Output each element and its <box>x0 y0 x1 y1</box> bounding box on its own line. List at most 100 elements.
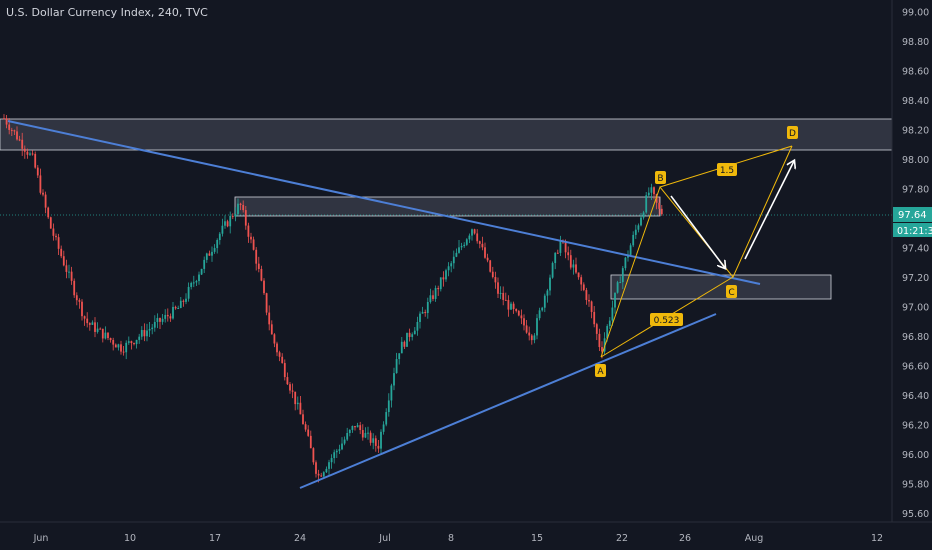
candle-body <box>395 359 398 374</box>
candle-body <box>221 225 224 234</box>
ascending-trendline[interactable] <box>299 313 717 489</box>
ratio-label-bd-text: 1.5 <box>720 166 734 176</box>
candle-body <box>380 431 382 449</box>
candle-body <box>642 212 645 218</box>
support-zone[interactable] <box>610 274 832 300</box>
candle-body <box>192 282 195 284</box>
candle-body <box>543 295 546 308</box>
candle-body <box>632 234 635 246</box>
candle-body <box>361 430 364 438</box>
candle-body <box>400 341 403 354</box>
candle-body <box>528 332 531 336</box>
candle-body <box>424 312 427 314</box>
candle-body <box>442 277 445 280</box>
candle-body <box>536 318 538 336</box>
candle-body <box>590 301 593 312</box>
price-axis[interactable]: 99.0098.8098.6098.4098.2098.0097.8097.60… <box>902 8 929 521</box>
candle-body <box>608 320 611 327</box>
candle-body <box>34 153 37 168</box>
candle-body <box>406 332 408 347</box>
candle-body <box>559 240 562 253</box>
candle-body <box>47 207 50 218</box>
candle-body <box>554 252 557 264</box>
candle-body <box>601 347 603 352</box>
candle-body <box>146 330 148 337</box>
candle-body <box>172 306 174 319</box>
candle-body <box>107 332 109 339</box>
countdown-value: 01:21:36 <box>897 226 932 237</box>
candle-body <box>650 187 653 193</box>
resistance-zone-middle[interactable] <box>234 196 661 217</box>
candle-body <box>403 341 406 347</box>
candle-body <box>398 353 401 360</box>
ratio-label-bd[interactable]: 1.5 <box>717 163 737 176</box>
candle-body <box>91 322 94 325</box>
candle-body <box>502 292 505 300</box>
time-tick-label: 24 <box>294 533 306 544</box>
price-tick-label: 98.00 <box>902 155 929 166</box>
candle-body <box>572 264 575 268</box>
candle-body <box>239 203 242 205</box>
projection-arrow-down[interactable] <box>670 195 725 268</box>
candle-body <box>104 332 107 339</box>
candle-body <box>117 344 120 348</box>
candle-body <box>512 303 515 310</box>
candle-body <box>62 256 65 266</box>
candle-body <box>317 473 320 476</box>
candle-body <box>265 293 268 313</box>
pattern-point-a[interactable]: A <box>595 364 606 377</box>
candle-body <box>68 271 70 273</box>
candle-body <box>114 344 117 348</box>
candle-body <box>75 295 78 301</box>
candle-body <box>138 336 141 340</box>
candle-body <box>31 153 34 155</box>
candle-body <box>624 257 627 269</box>
candle-body <box>88 323 91 325</box>
time-tick-label: 15 <box>531 533 543 544</box>
candle-body <box>434 288 437 299</box>
candle-body <box>476 233 479 242</box>
candle-body <box>190 282 193 287</box>
descending-trendline[interactable] <box>7 120 761 285</box>
candle-body <box>169 316 172 319</box>
candle-body <box>187 286 190 299</box>
candle-body <box>660 208 663 215</box>
last-price-tag[interactable]: 97.64 <box>893 207 932 222</box>
pattern-point-d[interactable]: D <box>787 126 798 139</box>
candle-body <box>283 363 286 378</box>
candle-body <box>286 377 289 385</box>
projection-arrow-up[interactable] <box>744 161 794 260</box>
candle-body <box>179 300 182 308</box>
pattern-point-b[interactable]: B <box>655 171 666 184</box>
ratio-label-xc[interactable]: 0.523 <box>650 313 683 326</box>
candle-body <box>343 439 346 444</box>
candle-body <box>260 268 263 281</box>
candle-body <box>515 309 518 311</box>
candle-body <box>21 139 24 149</box>
last-price-value: 97.64 <box>898 210 927 221</box>
candle-body <box>289 384 291 391</box>
candle-body <box>499 292 502 294</box>
candle-body <box>533 335 536 341</box>
candle-body <box>177 307 180 309</box>
candle-body <box>73 280 76 296</box>
candle-body <box>486 257 489 261</box>
candle-body <box>49 217 52 229</box>
candle-body <box>109 338 112 341</box>
candle-body <box>577 272 580 278</box>
candle-body <box>655 194 658 203</box>
candle-body <box>468 235 471 240</box>
resistance-zone-upper[interactable] <box>0 118 893 151</box>
candle-body <box>140 330 143 337</box>
time-tick-label: 10 <box>124 533 136 544</box>
candle-body <box>252 239 255 250</box>
pattern-point-c[interactable]: C <box>726 285 737 298</box>
chart-title: U.S. Dollar Currency Index, 240, TVC <box>6 6 208 19</box>
candle-body <box>216 240 219 249</box>
time-axis[interactable]: Jun 10 17 24 Jul 8 15 22 26 Aug 12 <box>33 533 883 544</box>
candle-body <box>296 402 299 405</box>
candle-body <box>426 301 429 314</box>
candle-body <box>385 412 388 425</box>
